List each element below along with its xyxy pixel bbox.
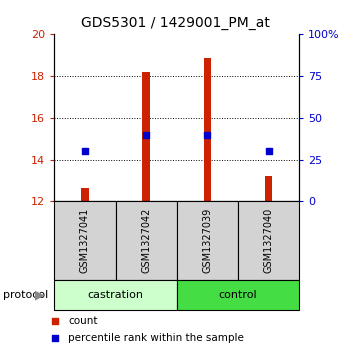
Text: GSM1327039: GSM1327039: [202, 208, 212, 273]
Bar: [116, 201, 177, 280]
Bar: [238, 201, 299, 280]
Text: GSM1327042: GSM1327042: [141, 208, 151, 273]
Point: [144, 132, 149, 138]
Point: [266, 148, 272, 154]
Text: control: control: [219, 290, 257, 300]
Bar: [204, 58, 211, 201]
Bar: [54, 280, 177, 310]
Text: ▶: ▶: [35, 289, 45, 301]
Point: [52, 318, 58, 324]
Text: protocol: protocol: [4, 290, 49, 300]
Bar: [142, 72, 150, 201]
Bar: [177, 201, 238, 280]
Point: [82, 148, 88, 154]
Text: percentile rank within the sample: percentile rank within the sample: [68, 333, 244, 343]
Text: GDS5301 / 1429001_PM_at: GDS5301 / 1429001_PM_at: [80, 16, 270, 30]
Bar: [177, 280, 299, 310]
Point: [204, 132, 210, 138]
Text: GSM1327041: GSM1327041: [80, 208, 90, 273]
Text: GSM1327040: GSM1327040: [264, 208, 274, 273]
Text: count: count: [68, 316, 97, 326]
Bar: [265, 176, 272, 201]
Bar: [81, 188, 89, 201]
Bar: [54, 201, 116, 280]
Point: [52, 335, 58, 341]
Text: castration: castration: [88, 290, 144, 300]
